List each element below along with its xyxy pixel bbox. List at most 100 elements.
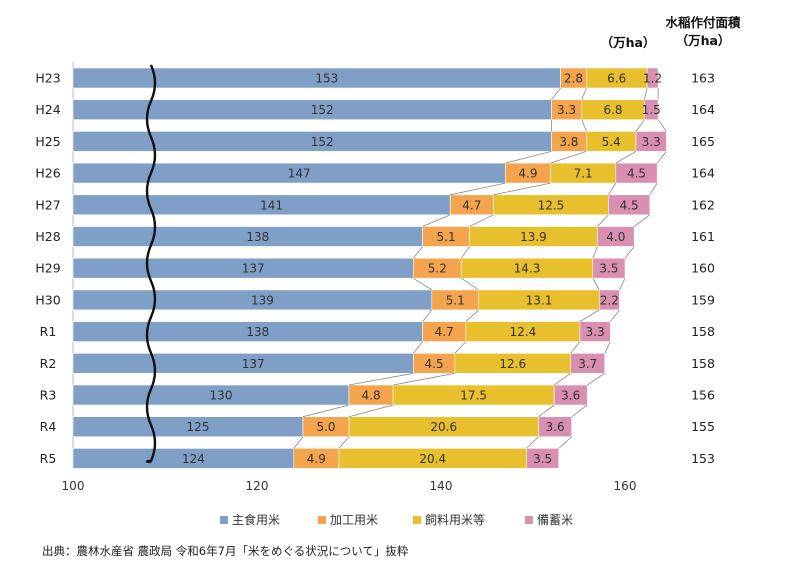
data-label: 4.9 <box>307 452 326 466</box>
data-label: 13.1 <box>526 293 553 307</box>
connector-line <box>460 246 470 259</box>
connector-line <box>643 87 648 100</box>
data-label: 147 <box>288 167 311 181</box>
data-label: 14.3 <box>514 262 541 276</box>
unit-label: （万ha） <box>601 35 656 50</box>
data-label: 3.8 <box>559 135 578 149</box>
connector-line <box>558 436 572 449</box>
connector-line <box>422 309 433 322</box>
data-label: 5.2 <box>428 262 447 276</box>
bar-segment-4 <box>570 352 606 374</box>
total-label: 158 <box>691 324 715 339</box>
connector-line <box>581 119 587 132</box>
connector-line <box>505 151 552 164</box>
data-label: 2.8 <box>564 72 583 86</box>
data-label: 3.6 <box>546 420 565 434</box>
connector-line <box>579 309 600 322</box>
data-label: 12.4 <box>510 325 537 339</box>
connector-line <box>348 372 414 386</box>
connector-line <box>571 404 588 418</box>
category-label: H26 <box>35 166 60 181</box>
connector-line <box>592 278 600 291</box>
category-label: R5 <box>40 451 57 466</box>
data-label: 3.5 <box>533 452 552 466</box>
data-label: 4.8 <box>362 389 381 403</box>
bar-segment-4 <box>579 321 611 342</box>
bar-segment-4 <box>646 67 659 89</box>
connector-line <box>656 151 667 164</box>
bar-segment-4 <box>597 226 635 247</box>
total-label: 164 <box>691 102 715 117</box>
axis-break-line <box>145 64 157 464</box>
category-label: H30 <box>35 292 60 307</box>
data-label: 13.9 <box>520 230 547 244</box>
data-label: 7.1 <box>574 167 593 181</box>
category-label: H28 <box>35 229 60 244</box>
bar-segment-4 <box>644 99 659 120</box>
category-label: R4 <box>40 419 57 434</box>
data-label: 4.9 <box>518 167 537 181</box>
data-label: 152 <box>311 103 334 117</box>
data-label: 20.6 <box>430 420 457 434</box>
category-label: R1 <box>40 324 57 339</box>
bar-segment-4 <box>598 289 620 311</box>
bar-segment-4 <box>592 257 626 279</box>
category-label: H23 <box>35 71 60 86</box>
connector-line <box>493 182 551 196</box>
source-note: 出典：農林水産省 農政局 令和6年7月「米をめぐる状況について」抜粋 <box>42 544 409 558</box>
connector-line <box>551 87 561 100</box>
total-label: 158 <box>691 356 715 371</box>
data-label: 1.2 <box>643 72 662 86</box>
data-label: 5.1 <box>437 230 456 244</box>
data-label: 6.8 <box>603 103 622 117</box>
x-tick-label: 160 <box>614 479 637 493</box>
data-label: 3.6 <box>561 389 580 403</box>
legend-label: 備蓄米 <box>537 512 573 527</box>
connector-line <box>609 309 620 322</box>
bar-segment-4 <box>635 131 667 152</box>
total-label: 153 <box>691 451 715 466</box>
connector-line <box>587 372 605 386</box>
data-label: 139 <box>251 293 274 307</box>
data-label: 138 <box>246 230 269 244</box>
data-label: 137 <box>242 357 265 371</box>
category-label: H27 <box>35 197 60 212</box>
legend-swatch-3 <box>413 516 421 524</box>
data-label: 2.2 <box>600 293 619 307</box>
total-label: 160 <box>691 261 715 276</box>
data-label: 4.5 <box>627 167 646 181</box>
data-label: 3.5 <box>599 262 618 276</box>
category-label: R3 <box>40 388 57 403</box>
connector-line <box>624 246 635 259</box>
total-label: 155 <box>691 419 715 434</box>
bar-segment-4 <box>526 448 560 469</box>
data-label: 5.0 <box>316 420 335 434</box>
bar-segment-4 <box>538 416 572 438</box>
connector-line <box>461 277 479 291</box>
connector-line <box>633 214 651 227</box>
connector-line <box>413 277 433 291</box>
data-label: 12.5 <box>538 198 565 212</box>
connector-line <box>348 404 394 418</box>
connector-line <box>302 404 350 418</box>
connector-line <box>570 341 581 354</box>
connector-line <box>538 404 555 418</box>
legend-label: 飼料用米等 <box>425 512 485 527</box>
connector-line <box>615 151 637 164</box>
data-label: 12.6 <box>499 357 526 371</box>
total-label: 165 <box>691 134 715 149</box>
category-label: H25 <box>35 134 60 149</box>
data-label: 141 <box>260 198 283 212</box>
data-label: 1.5 <box>642 103 661 117</box>
data-label: 20.4 <box>419 452 446 466</box>
category-label: R2 <box>40 356 57 371</box>
total-label: 163 <box>691 71 715 86</box>
data-label: 3.3 <box>586 325 605 339</box>
total-label: 164 <box>691 166 715 181</box>
total-label: 159 <box>691 292 715 307</box>
connector-line <box>649 182 658 196</box>
data-label: 3.7 <box>578 357 597 371</box>
legend-swatch-1 <box>220 516 228 524</box>
connector-line <box>469 214 494 227</box>
